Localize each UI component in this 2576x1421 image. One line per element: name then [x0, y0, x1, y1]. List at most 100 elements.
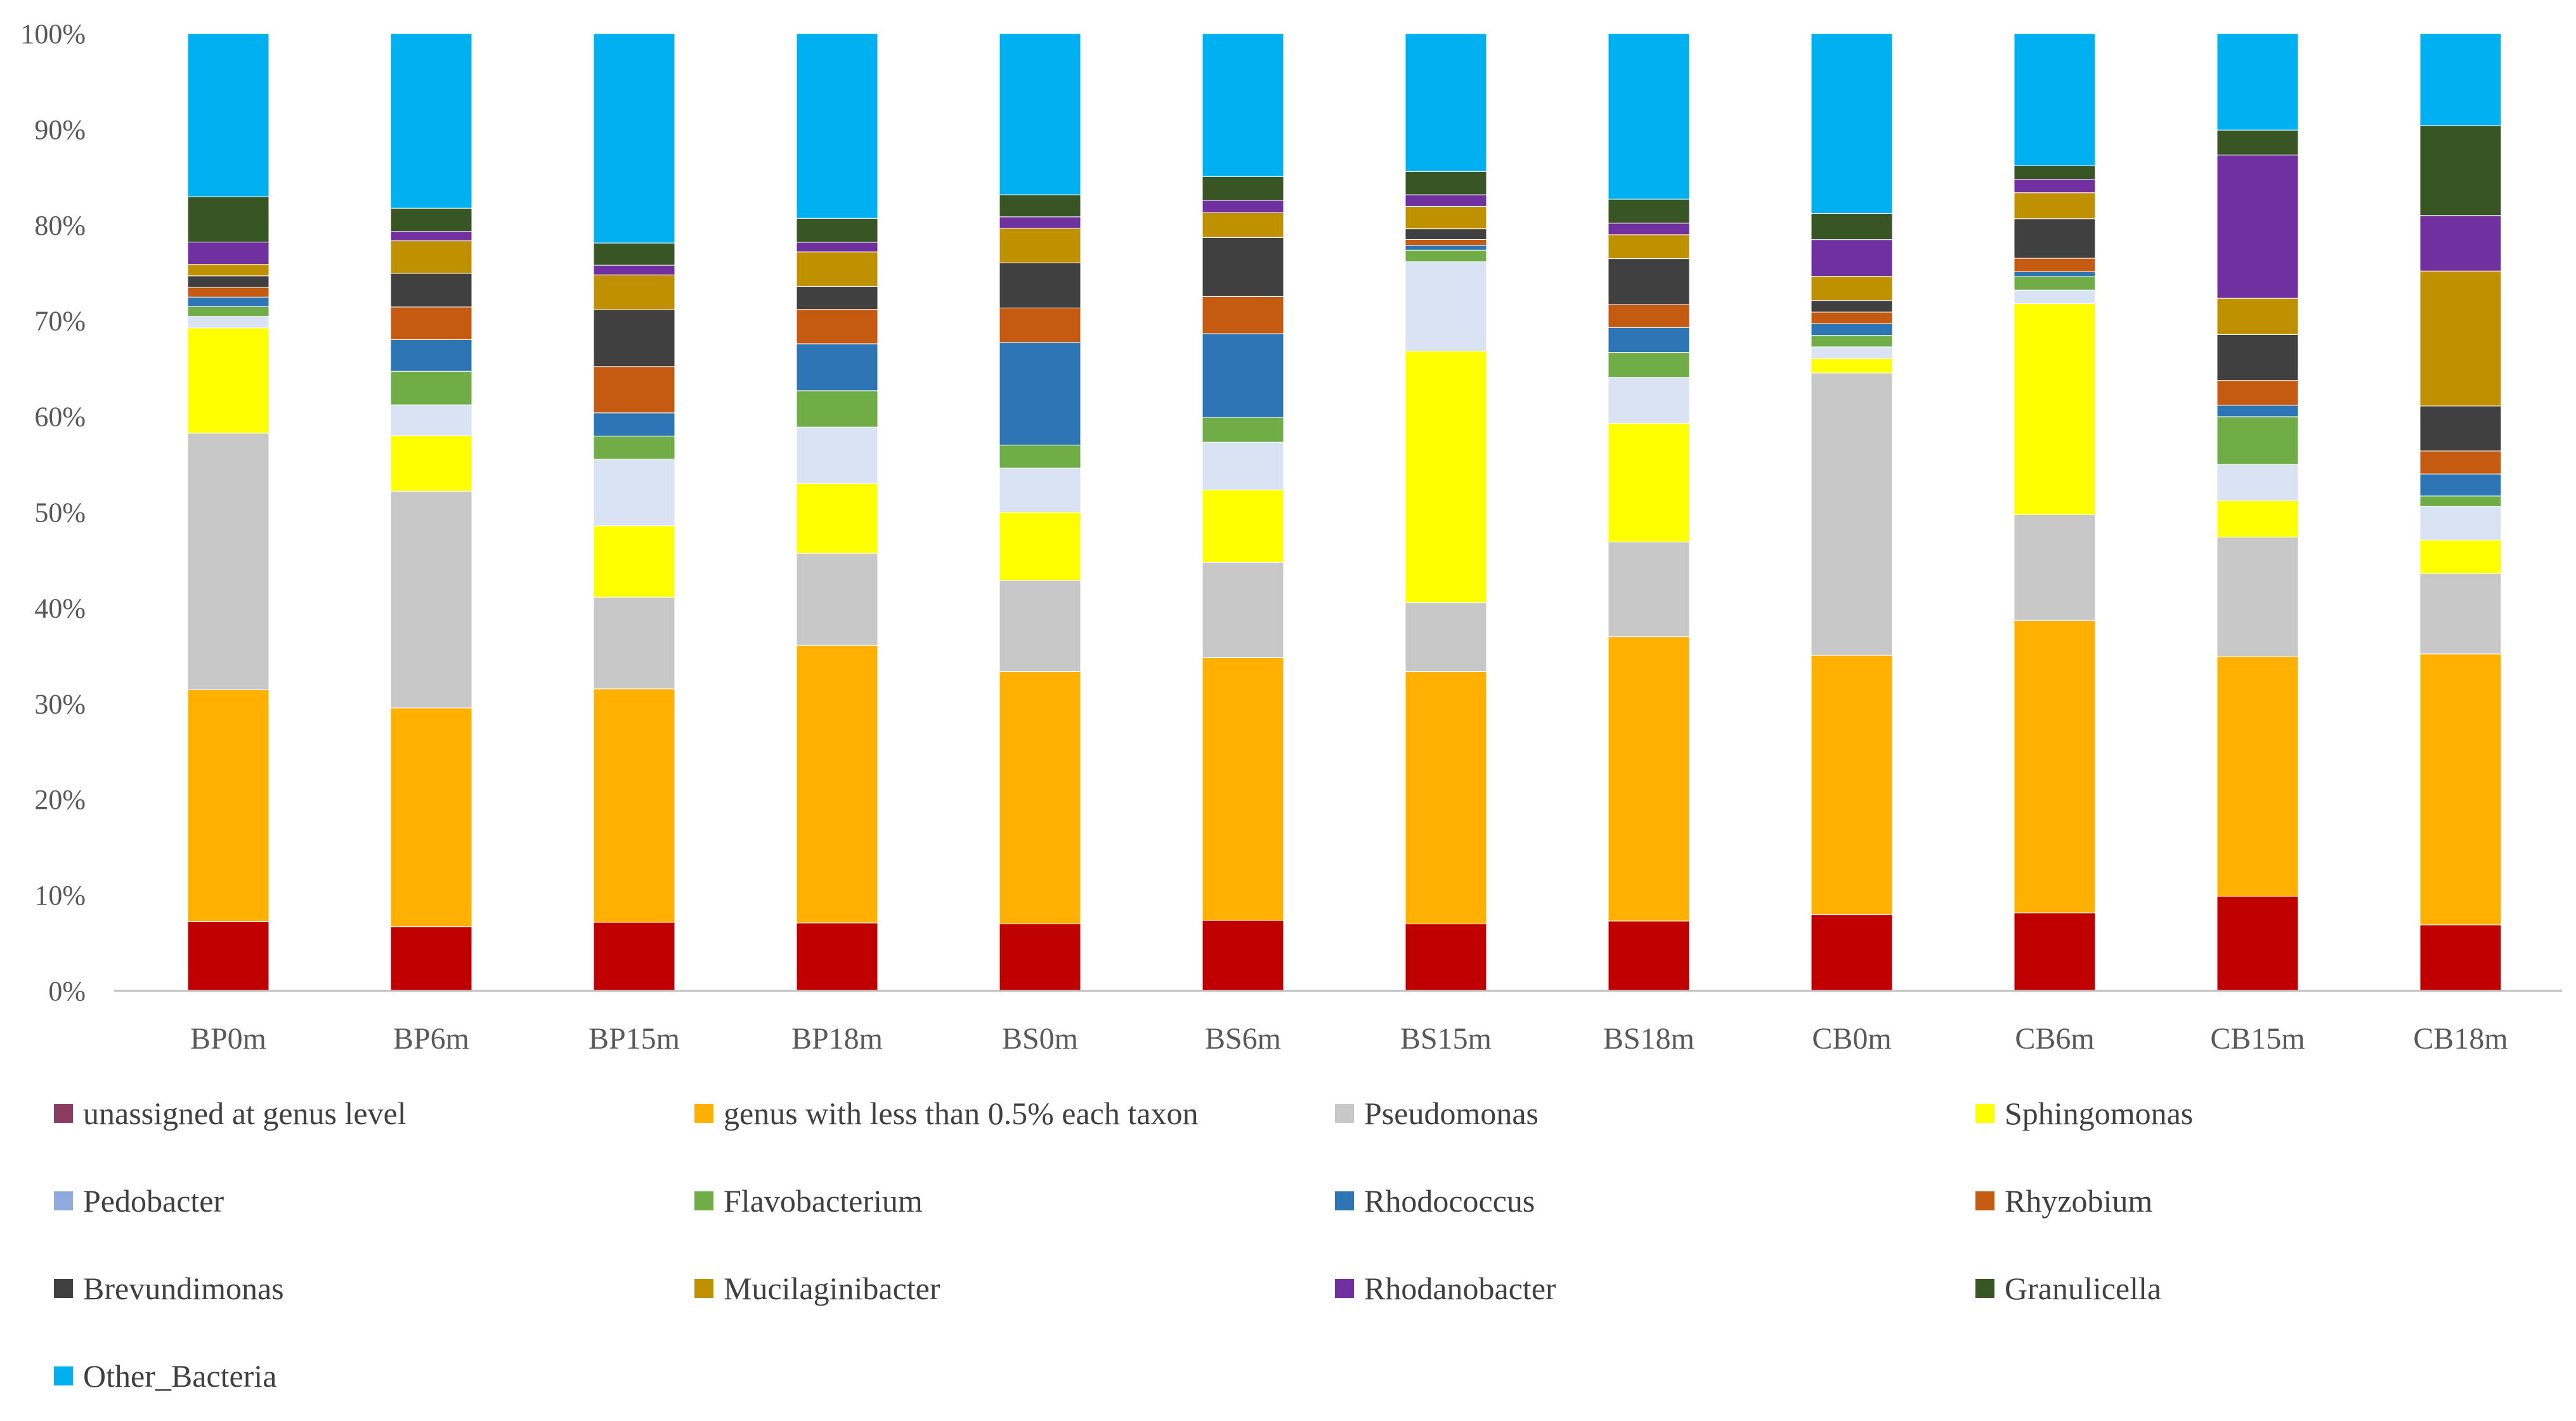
bar-segment-CB6m-rhodanobacter: [2013, 178, 2096, 193]
legend-label: Rhyzobium: [2005, 1183, 2153, 1219]
bar-segment-BS18m-brevundimonas: [1608, 258, 1690, 305]
bar-segment-BS18m-other-bacteria: [1608, 33, 1690, 200]
bar-segment-CB15m-flavobacterium: [2216, 416, 2299, 465]
bar-segment-BS15m-rhyzobium: [1405, 239, 1487, 246]
legend-item: Rhodanobacter: [1335, 1266, 1556, 1311]
bar-segment-CB18m-rhodococcus: [2419, 473, 2502, 497]
bar-segment-BP6m-sphingomonas: [390, 435, 472, 492]
bar-segment-CB0m-rhodanobacter: [1811, 239, 1893, 277]
x-tick-label: CB0m: [1812, 1022, 1891, 1056]
bar-segment-BS0m-brevundimonas: [999, 262, 1081, 308]
bar-segment-BP0m-unassigned-at-genus-level: [187, 920, 270, 992]
bar-segment-BS0m-rhodococcus: [999, 342, 1081, 446]
bar-segment-BP15m-mucilaginibacter: [593, 274, 675, 310]
legend-label: Sphingomonas: [2005, 1096, 2194, 1131]
bar-segment-BS0m-sphingomonas: [999, 512, 1081, 581]
legend-swatch: [54, 1191, 73, 1210]
bar-segment-BS18m-rhyzobium: [1608, 304, 1690, 328]
bar-segment-CB6m-sphingomonas: [2013, 303, 2096, 515]
bar-segment-CB0m-unassigned-at-genus-level: [1811, 914, 1893, 992]
bar-segment-BP0m-granulicella: [187, 196, 270, 243]
legend-label: Pedobacter: [83, 1183, 224, 1219]
bar-segment-CB18m-rhyzobium: [2419, 450, 2502, 475]
bar-stack-BS0m: [999, 33, 1081, 992]
bar-segment-BS15m-genus-with-less-than-0-5-each-taxon: [1405, 671, 1487, 924]
bar-stack-BP15m: [593, 33, 675, 992]
bar-segment-BS18m-flavobacterium: [1608, 351, 1690, 378]
legend-label: Rhodanobacter: [1364, 1271, 1556, 1306]
bar-segment-BP6m-rhodanobacter: [390, 230, 472, 242]
bar-segment-BS6m-rhodococcus: [1202, 333, 1284, 418]
bar-segment-BS15m-pedobacter: [1405, 261, 1487, 351]
bar-segment-CB0m-other-bacteria: [1811, 33, 1893, 214]
bar-segment-BS18m-unassigned-at-genus-level: [1608, 920, 1690, 992]
bar-segment-CB6m-pseudomonas: [2013, 514, 2096, 621]
bar-segment-BS18m-genus-with-less-than-0-5-each-taxon: [1608, 636, 1690, 922]
bar-segment-CB0m-granulicella: [1811, 213, 1893, 240]
legend-swatch: [54, 1279, 73, 1298]
bar-stack-CB6m: [2013, 33, 2096, 992]
x-axis: BP0m BP6m BP15m BP18m BS0m BS6m BS15m BS18m CB0m…: [114, 990, 2562, 1056]
bar-segment-BP18m-other-bacteria: [796, 33, 878, 219]
bar-segment-BS6m-genus-with-less-than-0-5-each-taxon: [1202, 657, 1284, 921]
x-tick-label: BS15m: [1400, 1022, 1492, 1056]
bar-segment-BP0m-rhodanobacter: [187, 242, 270, 265]
bar-segment-CB0m-pseudomonas: [1811, 372, 1893, 656]
bar-segment-BP15m-rhodanobacter: [593, 265, 675, 275]
bar-segment-BP6m-flavobacterium: [390, 370, 472, 405]
bar-segment-BS0m-genus-with-less-than-0-5-each-taxon: [999, 671, 1081, 924]
y-tick-label: 90%: [34, 114, 86, 145]
bar-segment-CB15m-genus-with-less-than-0-5-each-taxon: [2216, 656, 2299, 897]
bar-segment-BS15m-rhodanobacter: [1405, 194, 1487, 207]
bar-stack-BS6m: [1202, 33, 1284, 992]
bar-segment-BP15m-flavobacterium: [593, 435, 675, 460]
bar-segment-BP0m-sphingomonas: [187, 327, 270, 434]
bar-segment-BP6m-genus-with-less-than-0-5-each-taxon: [390, 707, 472, 927]
bar-segment-BS6m-pseudomonas: [1202, 561, 1284, 658]
x-tick-label: BP15m: [589, 1022, 680, 1056]
legend-swatch: [1975, 1191, 1994, 1210]
bar-segment-BS6m-mucilaginibacter: [1202, 212, 1284, 238]
legend-item: Pedobacter: [54, 1179, 224, 1223]
bar-segment-CB0m-brevundimonas: [1811, 300, 1893, 313]
bar-segment-CB15m-granulicella: [2216, 129, 2299, 155]
legend-swatch: [1335, 1104, 1354, 1123]
bar-segment-BP6m-rhyzobium: [390, 306, 472, 340]
bar-segment-BP18m-granulicella: [796, 218, 878, 243]
bar-segment-CB18m-sphingomonas: [2419, 539, 2502, 574]
bar-segment-CB18m-mucilaginibacter: [2419, 270, 2502, 407]
x-tick-label: BS18m: [1603, 1022, 1695, 1056]
bar-segment-BS18m-rhodanobacter: [1608, 223, 1690, 235]
legend-item: Brevundimonas: [54, 1266, 284, 1311]
legend-label: unassigned at genus level: [83, 1096, 407, 1131]
bar-segment-CB18m-rhodanobacter: [2419, 215, 2502, 272]
bar-stack-CB18m: [2419, 33, 2502, 992]
legend-label: Other_Bacteria: [83, 1358, 277, 1394]
bar-segment-BS0m-unassigned-at-genus-level: [999, 923, 1081, 992]
bar-segment-BP0m-rhodococcus: [187, 296, 270, 307]
legend-item: Rhodococcus: [1335, 1179, 1535, 1223]
bar-segment-CB6m-flavobacterium: [2013, 276, 2096, 291]
bar-segment-CB0m-genus-with-less-than-0-5-each-taxon: [1811, 655, 1893, 915]
y-tick-label: 0%: [48, 976, 86, 1007]
bar-stack-BP0m: [187, 33, 270, 992]
bar-segment-CB15m-pedobacter: [2216, 464, 2299, 501]
y-tick-label: 80%: [34, 210, 86, 241]
bar-segment-BS18m-pedobacter: [1608, 377, 1690, 424]
bar-segment-CB18m-unassigned-at-genus-level: [2419, 924, 2502, 992]
x-tick-label: BP18m: [791, 1022, 883, 1056]
chart-legend: unassigned at genus level genus with less…: [0, 1091, 2576, 1421]
legend-item: Granulicella: [1975, 1266, 2161, 1311]
bar-segment-CB18m-pedobacter: [2419, 506, 2502, 540]
legend-label: Mucilaginibacter: [724, 1271, 940, 1306]
legend-label: Brevundimonas: [83, 1271, 284, 1306]
bar-segment-BS6m-rhodanobacter: [1202, 200, 1284, 213]
legend-item: Other_Bacteria: [54, 1354, 276, 1398]
bar-segment-CB18m-other-bacteria: [2419, 33, 2502, 126]
bar-segment-BP15m-rhyzobium: [593, 366, 675, 414]
bar-segment-CB0m-flavobacterium: [1811, 335, 1893, 348]
bar-segment-BP6m-pedobacter: [390, 404, 472, 436]
bar-segment-BS15m-mucilaginibacter: [1405, 206, 1487, 230]
bar-segment-BP18m-genus-with-less-than-0-5-each-taxon: [796, 645, 878, 924]
bar-segment-BP0m-brevundimonas: [187, 275, 270, 288]
